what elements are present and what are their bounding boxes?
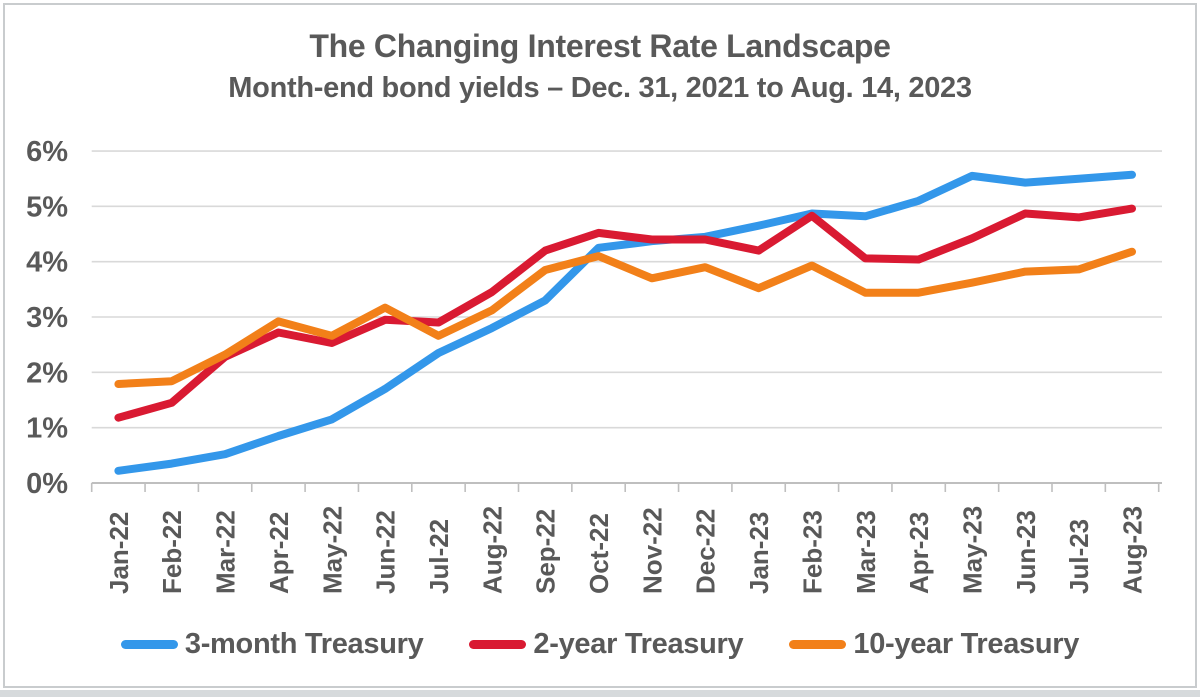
legend: 3-month Treasury 2-year Treasury 10-year T…: [0, 628, 1200, 661]
y-axis-label: 6%: [26, 136, 68, 168]
x-axis-label: Jun-22: [371, 510, 401, 594]
x-axis-label: Apr-23: [904, 512, 934, 594]
x-axis-label: May-23: [957, 506, 987, 594]
legend-swatch-2-year-treasury: [469, 640, 527, 649]
y-axis-label: 0%: [26, 468, 68, 500]
x-axis-label: Sep-22: [531, 509, 561, 594]
legend-item-3-month-treasury: 3-month Treasury: [120, 628, 424, 661]
x-axis-label: Aug-23: [1118, 506, 1148, 594]
chart-title: The Changing Interest Rate Landscape: [309, 28, 891, 64]
y-axis-label: 1%: [26, 413, 68, 445]
x-axis-label: Mar-22: [211, 510, 241, 594]
x-axis-label: Dec-22: [691, 509, 721, 594]
y-axis-label: 2%: [26, 357, 68, 389]
y-axis-label: 4%: [26, 247, 68, 279]
x-axis-label: Aug-22: [477, 506, 507, 594]
chart-subtitle: Month-end bond yields – Dec. 31, 2021 to…: [228, 72, 972, 104]
x-axis-label: Apr-22: [264, 512, 294, 594]
legend-swatch-3-month-treasury: [120, 640, 178, 649]
bottom-divider: [0, 690, 1200, 697]
legend-label-2-year-treasury: 2-year Treasury: [533, 628, 744, 660]
x-axis-label: Jan-22: [104, 512, 134, 594]
legend-label-3-month-treasury: 3-month Treasury: [184, 628, 424, 660]
legend-swatch-10-year-treasury: [789, 640, 847, 649]
x-axis-label: May-22: [317, 506, 347, 594]
plot-area: 0% 1% 2% 3% 4% 5% 6% Jan-22 Feb-22 Mar-22 Apr-22 Ma…: [26, 136, 1162, 594]
series-line-10-year-treasury: [114, 247, 1136, 388]
x-axis-label: Feb-23: [797, 510, 827, 594]
series-line-2-year-treasury: [114, 204, 1136, 422]
series-line-3-month-treasury: [114, 170, 1136, 475]
legend-item-10-year-treasury: 10-year Treasury: [789, 628, 1079, 661]
legend-item-2-year-treasury: 2-year Treasury: [469, 628, 744, 661]
x-axis-label: Nov-22: [637, 507, 667, 594]
y-axis-label: 5%: [26, 191, 68, 223]
x-axis-label: Jul-23: [1064, 519, 1094, 594]
x-axis-label: Jan-23: [744, 512, 774, 594]
x-axis-label: Jun-23: [1011, 510, 1041, 594]
x-axis-label: Mar-23: [851, 510, 881, 594]
x-axis-label: Feb-22: [157, 510, 187, 594]
x-axis-label: Jul-22: [424, 519, 454, 594]
x-axis-label: Oct-22: [584, 513, 614, 594]
legend-label-10-year-treasury: 10-year Treasury: [853, 628, 1080, 660]
y-axis-label: 3%: [26, 302, 68, 334]
